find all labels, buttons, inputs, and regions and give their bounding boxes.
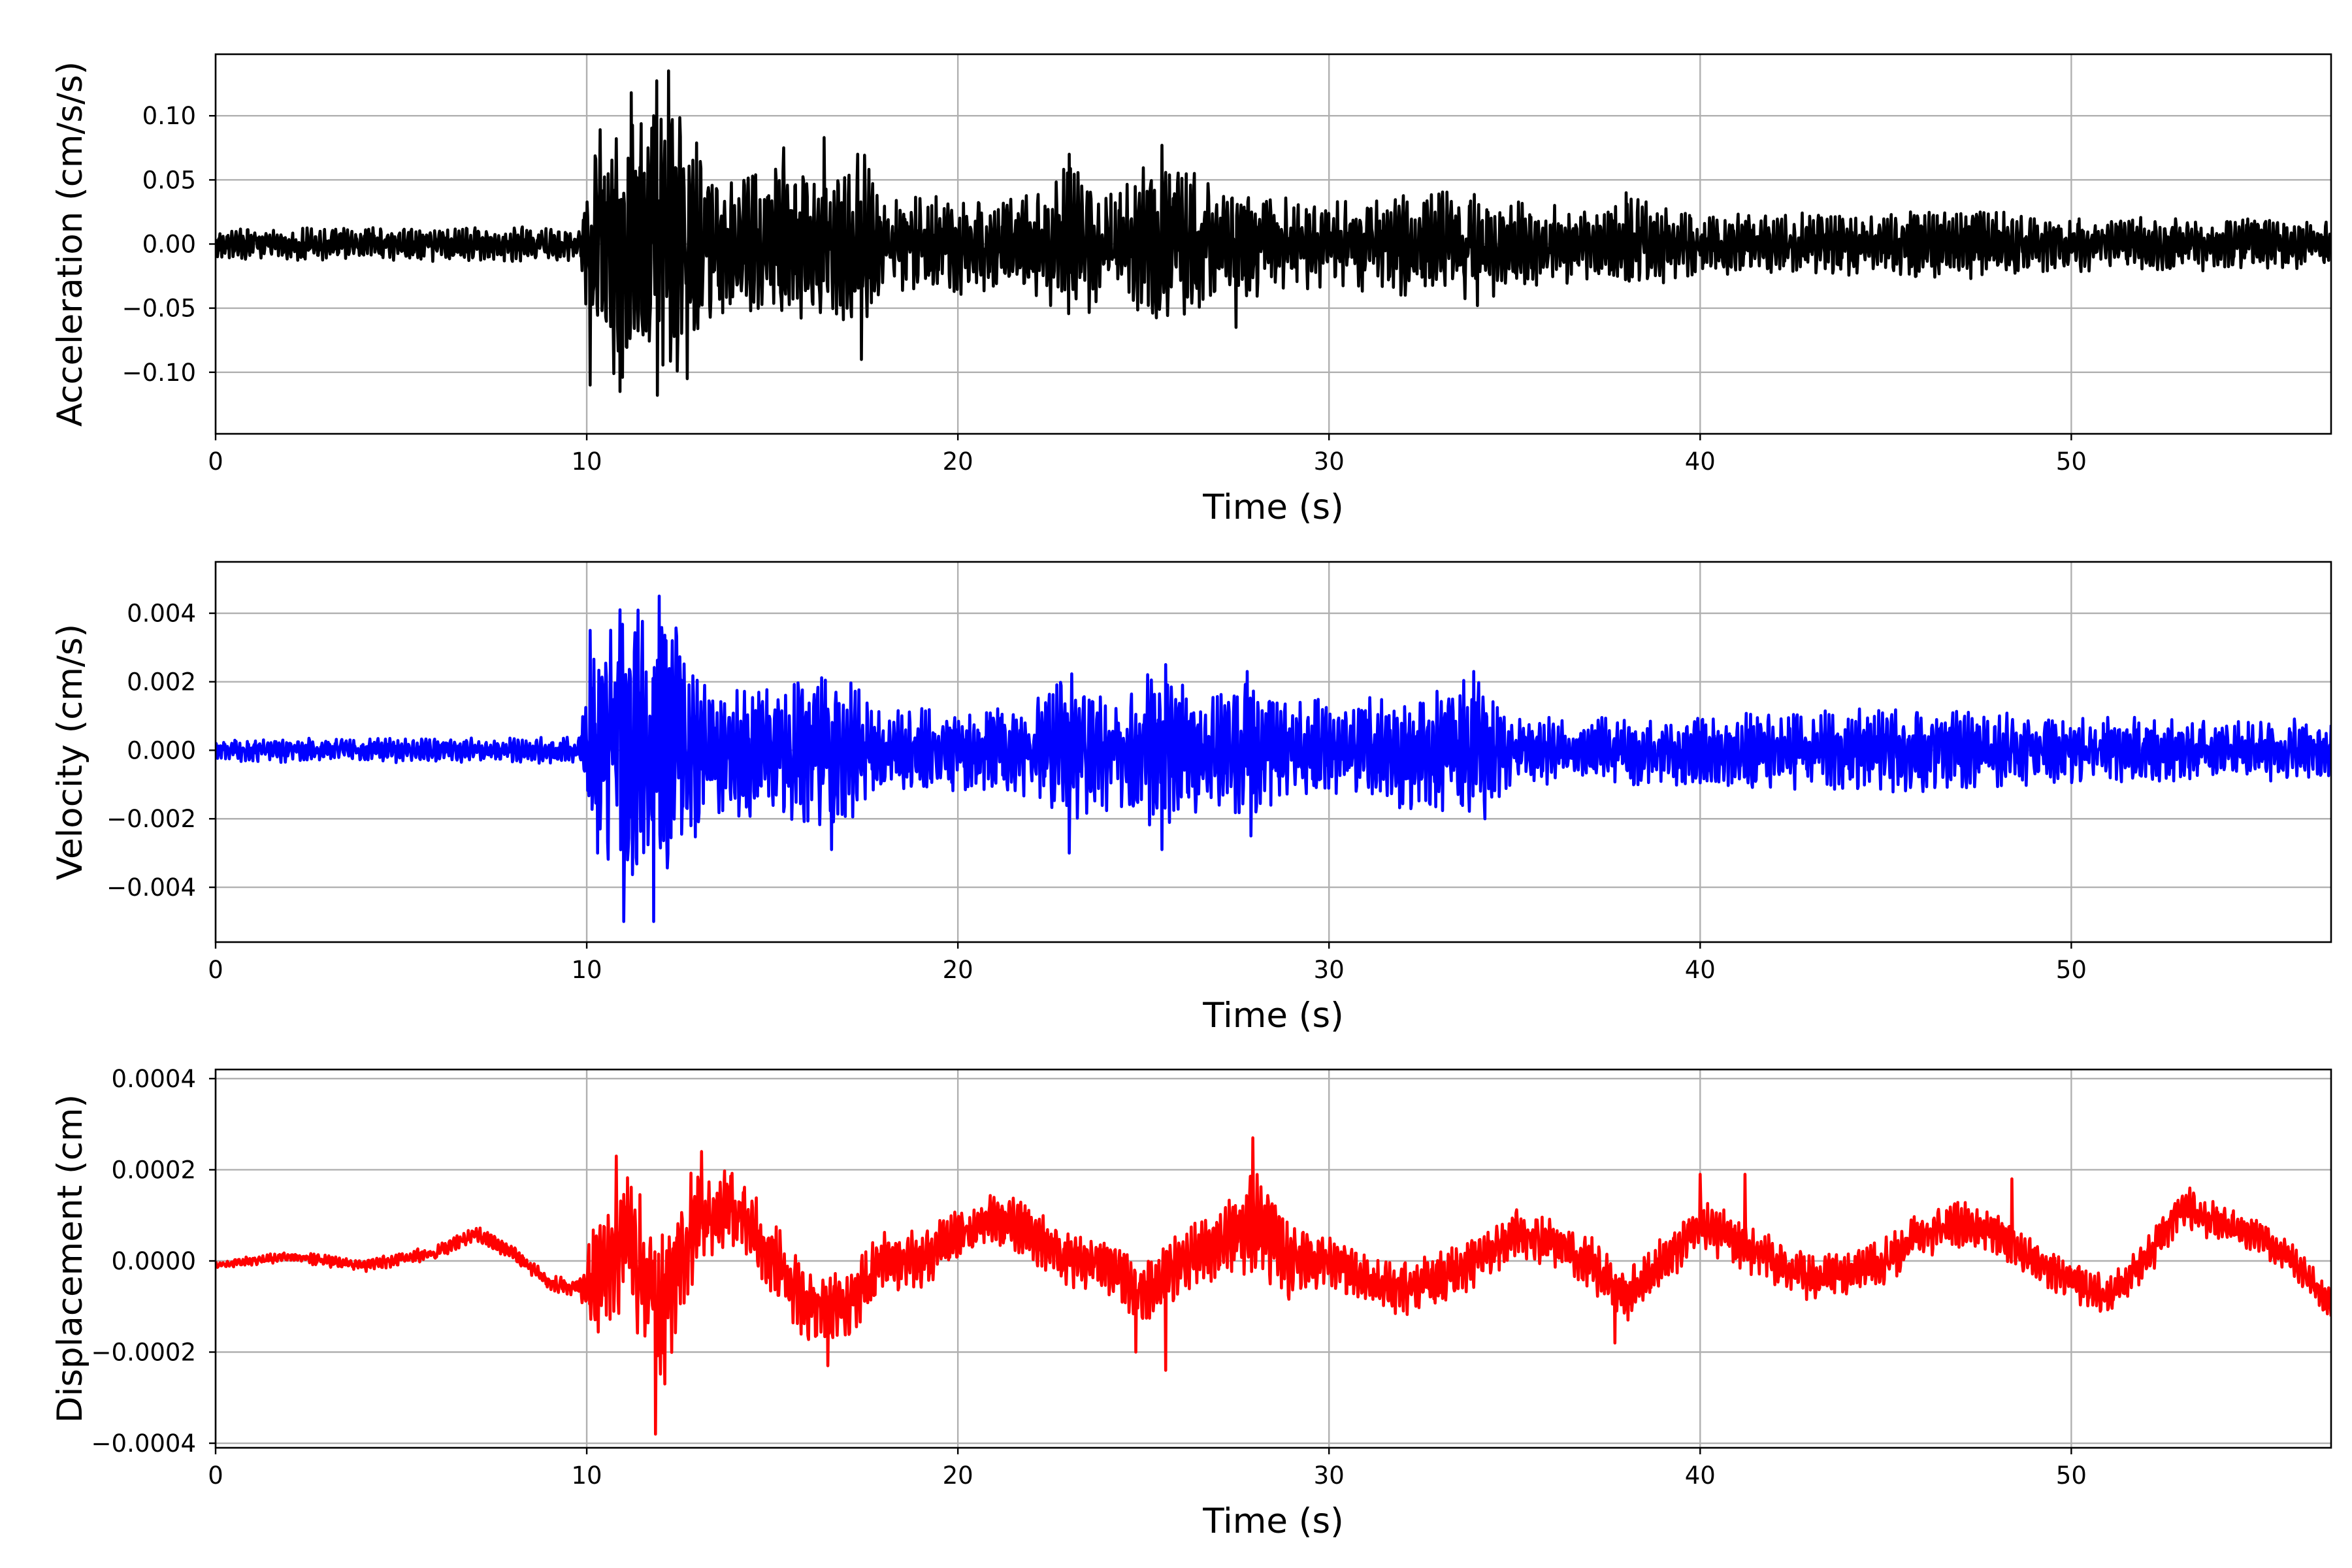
velocity-y-tick-label: 0.004 bbox=[127, 600, 196, 628]
displacement-x-tick-label: 0 bbox=[208, 1462, 223, 1490]
displacement-x-tick-label: 20 bbox=[943, 1462, 973, 1490]
acceleration-y-tick-label: 0.10 bbox=[142, 102, 196, 130]
acceleration-x-tick-label: 0 bbox=[208, 448, 223, 476]
velocity-x-tick-label: 20 bbox=[943, 956, 973, 984]
displacement-y-tick-label: 0.0002 bbox=[112, 1156, 196, 1184]
velocity-x-axis-label: Time (s) bbox=[1202, 996, 1344, 1036]
velocity-x-tick-label: 40 bbox=[1685, 956, 1716, 984]
velocity-x-tick-label: 0 bbox=[208, 956, 223, 984]
velocity-x-tick-label: 30 bbox=[1314, 956, 1345, 984]
displacement-plot-frame bbox=[214, 1068, 2332, 1449]
velocity-x-tick-label: 50 bbox=[2056, 956, 2087, 984]
displacement-panel: 0 10 20 30 40 50 −0.0004 −0.0002 0.0000 0.0002 0.0… bbox=[50, 1065, 2332, 1541]
acceleration-y-tick-label: 0.00 bbox=[142, 231, 196, 259]
acceleration-y-axis-label: Acceleration (cm/s/s) bbox=[50, 61, 90, 427]
velocity-y-axis-label: Velocity (cm/s) bbox=[50, 624, 90, 880]
displacement-y-tick-label: 0.0004 bbox=[112, 1065, 196, 1093]
displacement-y-tick-label: −0.0002 bbox=[91, 1339, 196, 1367]
displacement-x-tick-label: 40 bbox=[1685, 1462, 1716, 1490]
acceleration-x-tick-label: 30 bbox=[1314, 448, 1345, 476]
acceleration-x-tick-label: 40 bbox=[1685, 448, 1716, 476]
velocity-plot-frame bbox=[214, 561, 2332, 943]
acceleration-x-axis-label: Time (s) bbox=[1202, 487, 1344, 527]
displacement-y-tick-label: 0.0000 bbox=[112, 1247, 196, 1275]
acceleration-y-tick-label: −0.05 bbox=[122, 295, 196, 323]
acceleration-series-line bbox=[216, 69, 2331, 397]
velocity-panel: 0 10 20 30 40 50 −0.004 −0.002 0.000 0.002 0.004 Ti… bbox=[50, 561, 2332, 1036]
velocity-series-line bbox=[216, 595, 2331, 923]
displacement-x-tick-label: 10 bbox=[572, 1462, 602, 1490]
displacement-x-tick-label: 30 bbox=[1314, 1462, 1345, 1490]
displacement-x-axis-label: Time (s) bbox=[1202, 1501, 1344, 1541]
displacement-series-line bbox=[216, 1136, 2331, 1436]
acceleration-y-tick-label: −0.10 bbox=[122, 359, 196, 387]
acceleration-y-tick-label: 0.05 bbox=[142, 166, 196, 194]
velocity-y-tick-label: 0.002 bbox=[127, 668, 196, 696]
acceleration-x-tick-label: 50 bbox=[2056, 448, 2087, 476]
velocity-y-tick-label: 0.000 bbox=[127, 736, 196, 764]
acceleration-panel: 0 10 20 30 40 50 −0.10 −0.05 0.00 0.05 0.10 Time (s… bbox=[50, 53, 2332, 527]
velocity-x-tick-label: 10 bbox=[572, 956, 602, 984]
displacement-x-tick-label: 50 bbox=[2056, 1462, 2087, 1490]
acceleration-x-tick-label: 20 bbox=[943, 448, 973, 476]
displacement-y-tick-label: −0.0004 bbox=[91, 1429, 196, 1458]
velocity-y-tick-label: −0.004 bbox=[106, 874, 196, 902]
displacement-y-axis-label: Displacement (cm) bbox=[50, 1094, 90, 1423]
velocity-y-tick-label: −0.002 bbox=[106, 805, 196, 833]
acceleration-x-tick-label: 10 bbox=[572, 448, 602, 476]
